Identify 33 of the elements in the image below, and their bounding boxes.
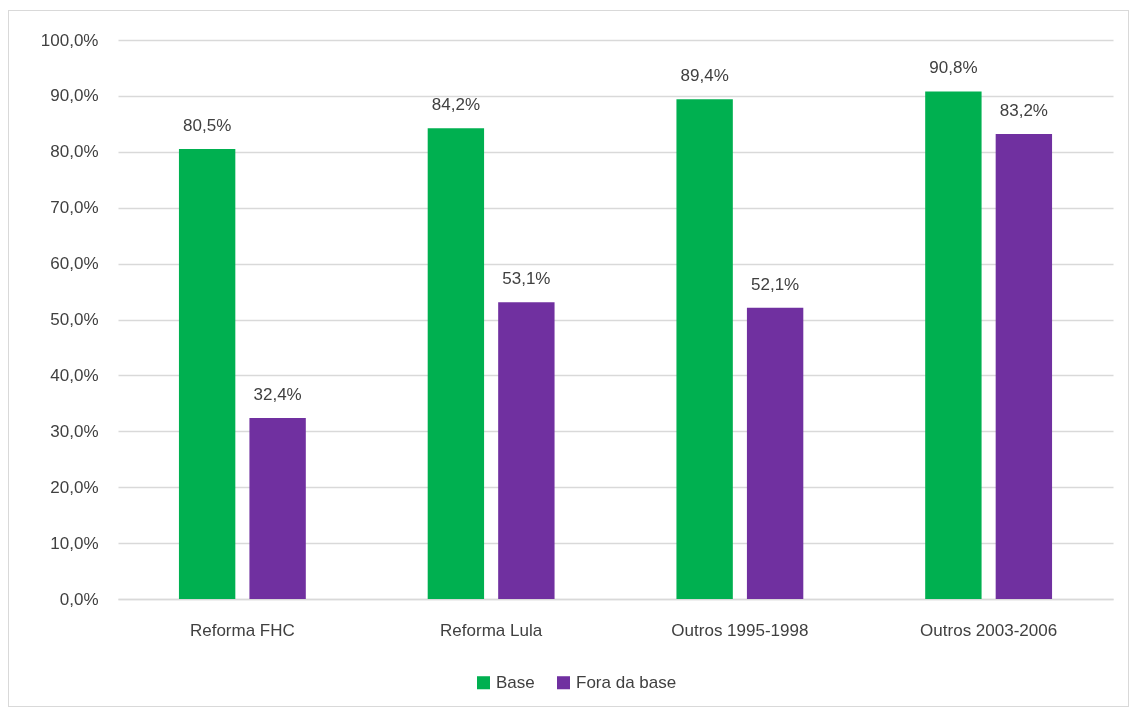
data-label: 83,2%	[999, 100, 1048, 120]
x-tick-label: Reforma Lula	[440, 620, 543, 640]
data-label: 89,4%	[680, 66, 729, 86]
legend-label: Base	[496, 672, 535, 692]
x-tick-label: Outros 2003-2006	[920, 620, 1058, 640]
bar	[746, 307, 804, 599]
y-tick-label: 100,0%	[40, 30, 99, 50]
x-tick-label: Outros 1995-1998	[671, 620, 809, 640]
y-tick-label: 40,0%	[50, 365, 99, 385]
y-tick-label: 10,0%	[50, 533, 99, 553]
y-tick-label: 60,0%	[50, 254, 99, 274]
data-label: 32,4%	[253, 384, 302, 404]
bar	[995, 133, 1053, 599]
y-tick-label: 20,0%	[50, 477, 99, 497]
y-tick-label: 70,0%	[50, 198, 99, 218]
bar	[427, 128, 485, 599]
y-tick-label: 90,0%	[50, 86, 99, 106]
y-tick-label: 80,0%	[50, 142, 99, 162]
data-label: 52,1%	[751, 274, 800, 294]
y-tick-label: 50,0%	[50, 310, 99, 329]
bar	[676, 99, 733, 599]
x-tick-label: Reforma FHC	[189, 620, 295, 640]
data-label: 53,1%	[502, 269, 551, 289]
data-label: 90,8%	[929, 58, 978, 78]
y-tick-label: 0,0%	[59, 589, 99, 609]
bar	[178, 149, 236, 599]
data-label: 84,2%	[431, 95, 480, 115]
bar	[925, 91, 982, 599]
data-label: 80,5%	[183, 116, 232, 136]
bar	[498, 302, 555, 599]
legend-label: Fora da base	[576, 672, 677, 692]
y-tick-label: 30,0%	[50, 421, 99, 441]
bar	[249, 417, 306, 599]
